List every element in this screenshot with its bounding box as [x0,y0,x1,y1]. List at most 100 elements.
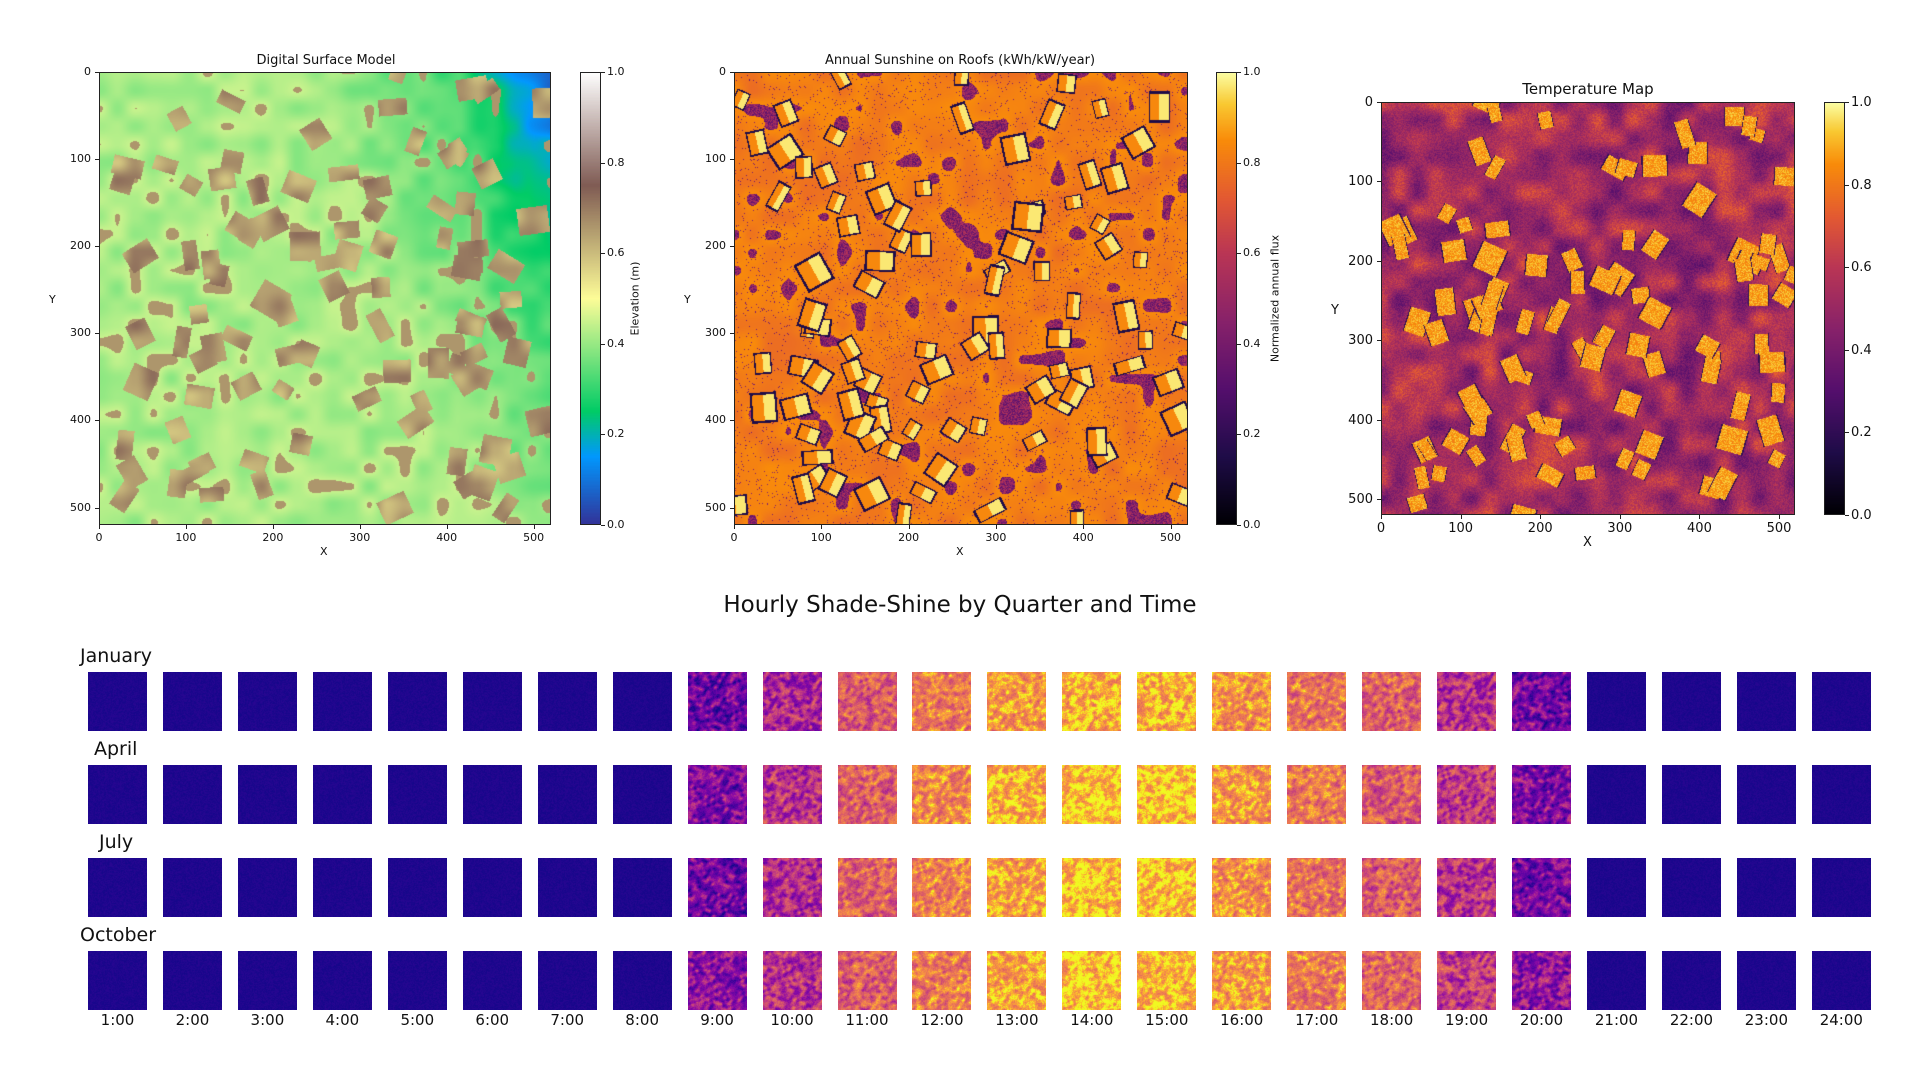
y-tick-mark [1377,340,1381,342]
colorbar-tick-mark [1845,349,1849,351]
dsm-colorbar-label: Elevation (m) [628,261,642,336]
month-label: July [99,831,134,853]
y-axis-label: Y [1331,302,1339,318]
y-tick-label: 400 [70,413,91,427]
hour-label: 21:00 [1594,1011,1639,1029]
hour-label: 3:00 [250,1011,285,1029]
shade-shine-thumbnail [612,765,672,824]
shade-shine-thumbnail [1212,765,1272,824]
x-tick-label: 100 [810,531,832,544]
x-tick-mark [1083,525,1085,529]
shade-shine-thumbnail [912,672,972,731]
hour-label: 18:00 [1370,1011,1414,1029]
hour-label: 9:00 [700,1011,734,1029]
x-tick-label: 200 [262,531,284,544]
shade-shine-thumbnail [1512,858,1572,917]
x-tick-mark [533,525,535,529]
x-tick-label: 0 [730,531,738,544]
shade-shine-thumbnail [612,672,672,731]
y-tick-label: 200 [70,239,91,253]
hour-label: 19:00 [1444,1011,1489,1029]
shade-shine-thumbnail [1811,672,1871,731]
x-tick-label: 400 [1687,521,1712,536]
x-tick-label: 200 [898,531,920,544]
shade-shine-thumbnail [837,765,897,824]
y-tick-label: 100 [705,152,726,166]
shade-shine-thumbnail [987,858,1047,917]
colorbar-tick-label: 0.4 [1243,336,1261,350]
y-tick-label: 500 [70,500,91,514]
dsm-colorbar [580,72,601,525]
dsm-plot-frame [99,72,551,525]
hour-label: 12:00 [920,1011,964,1029]
shade-shine-thumbnail [88,672,147,731]
colorbar-tick-label: 0.2 [1851,425,1872,441]
shade-shine-thumbnail [687,672,747,731]
shade-shine-thumbnail [537,672,597,731]
y-tick-mark [730,333,734,335]
hour-label: 23:00 [1744,1011,1788,1029]
y-tick-mark [95,507,99,509]
hour-label: 2:00 [175,1011,210,1029]
colorbar-tick-mark [601,162,605,164]
shade-shine-thumbnail [162,858,222,917]
hour-label: 15:00 [1145,1011,1189,1029]
shade-shine-thumbnail [1587,858,1646,917]
shade-shine-thumbnail [537,858,597,917]
shade-shine-thumbnail [1137,858,1197,917]
y-tick-label: 500 [705,500,726,514]
y-tick-label: 0 [1364,95,1373,110]
shade-shine-thumbnail [987,765,1047,824]
colorbar-tick-label: 0.8 [1851,177,1872,193]
colorbar-tick-mark [1237,434,1241,436]
hour-label: 17:00 [1295,1011,1339,1029]
shade-shine-thumbnail [1736,858,1796,917]
y-tick-label: 400 [1348,412,1373,428]
y-tick-label: 300 [70,326,91,340]
temperature-colorbar-frame [1824,102,1845,515]
shade-shine-thumbnail [1137,951,1197,1010]
x-axis-label: X [956,545,964,558]
colorbar-tick-mark [1845,102,1849,103]
shade-shine-thumbnail [162,672,222,731]
y-tick-mark [1377,102,1381,103]
y-tick-mark [95,333,99,335]
x-tick-mark [1460,515,1462,519]
shade-shine-thumbnail [1062,951,1122,1010]
x-tick-mark [1170,525,1172,529]
sunshine-plot-frame [734,72,1188,525]
shade-shine-thumbnail [612,951,672,1010]
hour-label: 11:00 [845,1011,889,1029]
colorbar-tick-label: 1.0 [607,65,625,78]
x-tick-label: 500 [523,531,545,544]
shade-shine-thumbnail [1212,672,1272,731]
colorbar-tick-mark [601,253,605,255]
shade-shine-thumbnail [462,858,522,917]
x-tick-label: 200 [1527,521,1553,536]
shade-shine-thumbnail [537,765,597,824]
shade-shine-thumbnail [312,858,372,917]
month-label: April [94,738,138,760]
shade-shine-thumbnail [1587,951,1646,1010]
shade-shine-thumbnail [387,858,447,917]
shade-shine-thumbnail [237,858,297,917]
x-tick-label: 0 [95,531,103,544]
shade-shine-thumbnail [1362,858,1422,917]
shade-shine-thumbnail [1661,672,1721,731]
x-tick-label: 300 [1607,521,1633,536]
hour-label: 10:00 [770,1011,814,1029]
temperature-colorbar [1824,102,1845,515]
hour-label: 8:00 [625,1011,659,1029]
shade-shine-thumbnail [987,672,1047,731]
hour-label: 14:00 [1070,1011,1114,1029]
shade-shine-thumbnail [687,765,747,824]
shade-shine-thumbnail [1437,765,1497,824]
shade-shine-thumbnail [1437,858,1497,917]
shade-shine-thumbnail [987,951,1047,1010]
shade-shine-thumbnail [762,765,822,824]
shade-shine-thumbnail [1661,951,1721,1010]
colorbar-tick-label: 0.4 [1851,342,1872,358]
shade-shine-thumbnail [762,858,822,917]
y-tick-mark [1377,419,1381,421]
sunshine-colorbar-label: Normalized annual flux [1268,234,1282,363]
